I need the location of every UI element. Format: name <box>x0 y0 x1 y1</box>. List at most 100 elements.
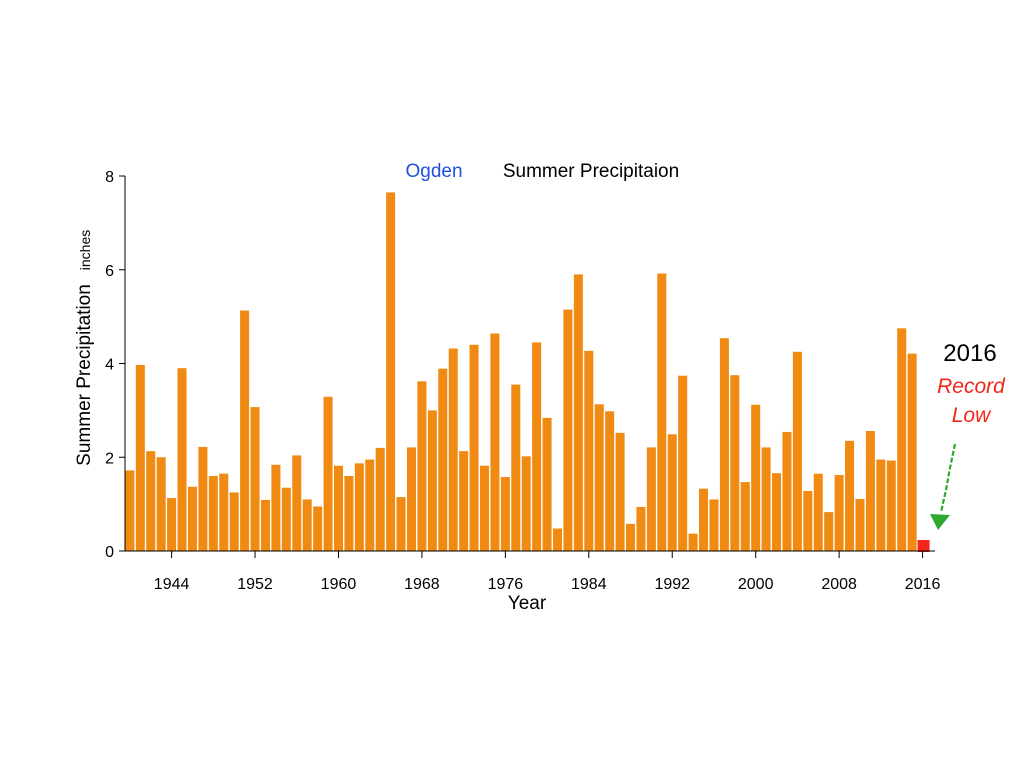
bar-1972 <box>459 451 469 551</box>
bar-1987 <box>615 432 625 552</box>
bar-1989 <box>636 506 646 551</box>
bar-1974 <box>479 465 490 551</box>
bar-1983 <box>573 274 583 551</box>
bar-1980 <box>542 417 552 552</box>
y-ticks: 0 2 4 6 8 <box>105 169 125 561</box>
x-tick-label: 2000 <box>738 576 774 593</box>
y-axis-unit: inches <box>77 230 93 270</box>
bar-1985 <box>594 404 604 551</box>
bar-1982 <box>563 309 573 551</box>
bar-1966 <box>396 497 406 551</box>
bar-2006 <box>813 473 823 551</box>
bar-1965 <box>386 192 396 551</box>
bar-2016-record-low <box>917 540 930 552</box>
bar-1962 <box>354 463 364 551</box>
bar-1988 <box>626 523 636 551</box>
bar-1990 <box>646 447 656 551</box>
bar-1952 <box>250 407 260 551</box>
y-tick-label: 8 <box>105 169 114 186</box>
bar-2012 <box>876 459 886 551</box>
x-tick-label: 1960 <box>321 576 357 593</box>
bar-1967 <box>406 447 417 551</box>
bar-1981 <box>553 528 563 551</box>
y-tick-label: 0 <box>105 544 114 561</box>
x-tick-label: 1952 <box>237 576 273 593</box>
bar-1955 <box>281 487 291 551</box>
bar-1973 <box>469 344 479 551</box>
bar-2001 <box>761 447 771 551</box>
bar-2004 <box>792 351 802 551</box>
x-tick-label: 2016 <box>905 576 941 593</box>
x-ticks: 1944 1952 1960 1968 1976 1984 1992 2000 2008 2016 <box>154 551 941 593</box>
bar-1975 <box>490 333 500 551</box>
bar-1993 <box>678 375 688 551</box>
x-tick-label: 2008 <box>821 576 857 593</box>
bar-1976 <box>500 476 510 551</box>
annotation-record: Record <box>937 375 1006 398</box>
bar-1961 <box>344 476 354 551</box>
bar-1999 <box>740 482 750 551</box>
bar-1959 <box>323 396 333 551</box>
x-axis-label: Year <box>508 593 547 614</box>
annotation-low: Low <box>952 404 992 427</box>
chart-title-station: Ogden <box>405 161 462 182</box>
bar-1978 <box>521 456 531 551</box>
bar-2014 <box>897 328 907 551</box>
bar-2011 <box>865 431 875 551</box>
bar-1943 <box>156 457 166 551</box>
bar-1971 <box>448 348 458 551</box>
bar-1994 <box>688 533 698 551</box>
bar-1977 <box>511 384 521 551</box>
bar-1995 <box>699 488 709 551</box>
x-tick-label: 1992 <box>654 576 690 593</box>
bar-1940 <box>125 470 135 552</box>
bar-1963 <box>365 459 375 551</box>
y-tick-label: 2 <box>105 450 114 467</box>
bar-1957 <box>302 499 312 551</box>
annotation-year: 2016 <box>943 340 996 367</box>
bar-1969 <box>427 410 437 552</box>
bar-1947 <box>198 446 208 551</box>
bar-1960 <box>333 465 343 551</box>
bar-1970 <box>438 368 448 551</box>
bar-1945 <box>177 368 187 551</box>
annotation-arrow-head <box>930 514 950 530</box>
bar-1942 <box>146 451 156 551</box>
bars-layer <box>125 192 930 552</box>
bar-2002 <box>772 473 782 551</box>
bar-2009 <box>845 440 855 551</box>
bar-1979 <box>532 342 542 551</box>
bar-2005 <box>803 491 813 551</box>
chart-title: Summer Precipitaion <box>503 161 679 182</box>
bar-1946 <box>187 486 197 551</box>
bar-1991 <box>657 273 667 551</box>
bar-1998 <box>730 375 740 551</box>
bar-2013 <box>886 460 896 551</box>
bar-2000 <box>751 404 761 551</box>
y-tick-label: 4 <box>105 357 114 374</box>
bar-1964 <box>375 447 385 552</box>
bar-1984 <box>584 350 594 551</box>
bar-2015 <box>907 353 917 551</box>
x-tick-label: 1984 <box>571 576 607 593</box>
bar-1953 <box>260 499 270 551</box>
x-tick-label: 1968 <box>404 576 440 593</box>
bar-1941 <box>135 364 145 551</box>
x-tick-label: 1976 <box>488 576 524 593</box>
bar-1986 <box>605 411 615 551</box>
bar-1950 <box>229 492 239 551</box>
bar-1997 <box>719 338 729 551</box>
bar-2003 <box>782 431 792 551</box>
bar-1958 <box>313 506 323 551</box>
bar-1951 <box>240 310 250 551</box>
record-low-annotation: 2016 Record Low <box>930 340 1006 530</box>
bar-1944 <box>167 498 177 551</box>
bar-2010 <box>855 498 865 551</box>
bar-2008 <box>834 475 844 551</box>
bar-1948 <box>208 476 218 551</box>
bar-1949 <box>219 473 229 551</box>
bar-1956 <box>292 455 302 552</box>
annotation-arrow-shaft <box>939 443 957 513</box>
